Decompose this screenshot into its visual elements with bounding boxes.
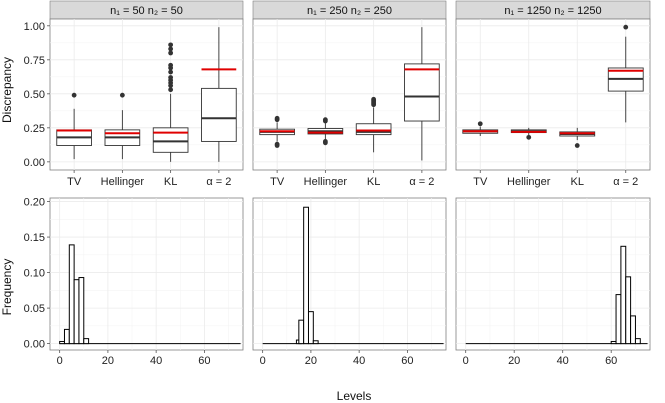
box-2 [510, 127, 547, 140]
histogram-bar [63, 328, 70, 345]
x-tick-label: Hellinger [101, 176, 145, 188]
x-tick-label: 20 [305, 355, 317, 367]
box-outlier-point [574, 143, 580, 148]
box-outlier-point [119, 92, 125, 98]
box-2 [104, 92, 141, 160]
box-outlier-point [274, 141, 280, 147]
y-tick-label: 0.00 [24, 339, 45, 351]
histogram-bar [73, 279, 80, 345]
box-outlier-point [322, 139, 328, 144]
y-axis-title-frequency: Frequency [0, 259, 14, 316]
y-tick-label: 1.00 [24, 21, 45, 33]
box-outlier-point [168, 62, 174, 68]
x-tick-label: 20 [508, 355, 520, 367]
histogram-bar [303, 206, 309, 345]
y-tick-label: 0.25 [24, 123, 45, 135]
histogram-bar [625, 276, 632, 345]
box-iqr [201, 87, 237, 142]
box-outlier-point [168, 50, 174, 56]
box-outlier-point [623, 24, 629, 30]
box-1 [259, 115, 295, 148]
x-tick-label: 20 [102, 355, 114, 367]
box-2 [307, 117, 344, 146]
x-axis-title-levels: Levels [337, 389, 372, 403]
box-3 [152, 42, 189, 162]
box-4 [607, 24, 644, 123]
x-tick-label: KL [367, 176, 380, 188]
box-3 [559, 127, 596, 148]
y-tick-label: 0.10 [24, 268, 45, 280]
box-outlier-point [371, 96, 377, 102]
x-tick-label: Hellinger [507, 176, 551, 188]
box-outlier-point [168, 87, 174, 93]
box-outlier-point [71, 92, 77, 98]
box-1 [56, 92, 92, 160]
x-tick-label: 0 [57, 355, 63, 367]
x-tick-label: KL [164, 176, 177, 188]
x-tick-label: 40 [557, 355, 569, 367]
histogram-bar [78, 277, 85, 345]
x-tick-label: TV [270, 176, 285, 188]
box-outlier-point [526, 134, 532, 140]
x-tick-label: 0 [260, 355, 266, 367]
box-iqr [355, 123, 392, 136]
y-tick-label: 0.05 [24, 303, 45, 315]
x-tick-label: α = 2 [206, 176, 231, 188]
x-tick-label: α = 2 [613, 176, 638, 188]
histogram-bar [620, 245, 627, 345]
histogram-bar [298, 319, 305, 345]
histogram-bar [630, 315, 636, 345]
box-outlier-point [168, 69, 174, 75]
y-tick-label: 0.20 [24, 197, 45, 209]
facet-strip-label: n₁ = 250 n₂ = 250 [307, 5, 392, 17]
facet-strip-label: n₁ = 1250 n₂ = 1250 [504, 5, 601, 17]
box-outlier-point [274, 115, 280, 121]
box-4 [404, 27, 440, 161]
box-4 [201, 27, 237, 162]
x-tick-label: 40 [353, 355, 365, 367]
y-tick-label: 0.50 [24, 89, 45, 101]
box-outlier-point [477, 121, 483, 127]
box-3 [355, 96, 392, 153]
box-outlier-point [168, 46, 174, 52]
x-tick-label: 40 [150, 355, 162, 367]
y-tick-label: 0.15 [24, 232, 45, 244]
x-tick-label: 0 [463, 355, 469, 367]
histogram-bar [59, 340, 65, 345]
histogram-bar [312, 340, 319, 345]
panel-background [455, 18, 651, 171]
histogram-bar [634, 338, 641, 345]
x-tick-label: 60 [401, 355, 413, 367]
histogram-bar [307, 311, 314, 345]
box-iqr [152, 127, 189, 153]
box-outlier-point [168, 42, 174, 48]
histogram-bar [83, 338, 90, 345]
box-iqr [404, 63, 440, 122]
x-tick-label: TV [473, 176, 488, 188]
histogram-bar [68, 244, 75, 345]
histogram-bar [610, 340, 617, 345]
histogram-bar [615, 294, 622, 345]
y-tick-label: 0.00 [24, 157, 45, 169]
x-tick-label: Hellinger [304, 176, 348, 188]
box-outlier-point [168, 75, 174, 80]
panel-background [252, 197, 447, 351]
facet-strip-label: n₁ = 50 n₂ = 50 [110, 5, 183, 17]
y-axis-title-discrepancy: Discrepancy [0, 57, 14, 123]
x-tick-label: 60 [198, 355, 210, 367]
x-tick-label: KL [571, 176, 584, 188]
box-outlier-point [322, 117, 328, 123]
x-tick-label: TV [67, 176, 82, 188]
box-1 [462, 121, 499, 136]
x-tick-label: α = 2 [409, 176, 434, 188]
y-tick-label: 0.75 [24, 55, 45, 67]
x-tick-label: 60 [605, 355, 617, 367]
